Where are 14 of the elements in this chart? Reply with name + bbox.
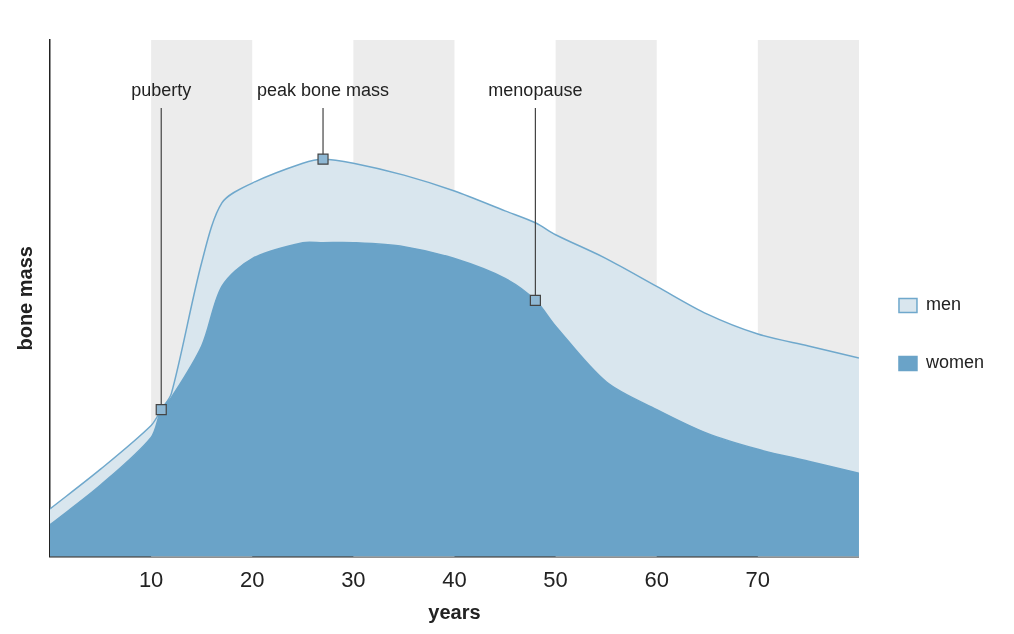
annotation: peak bone mass [256,79,390,100]
annotation: menopause [488,79,583,100]
annotation: puberty [131,79,192,100]
x-tick-label: 70 [745,566,771,592]
x-tick-label: 40 [442,566,467,592]
x-axis-title: years [428,600,481,623]
x-tick-label: 20 [240,566,265,592]
x-tick-label: 50 [543,566,568,592]
legend-label: men [925,294,961,315]
legend-label: women [924,352,985,373]
y-axis-title: bone mass [13,246,36,351]
x-tick-label: 30 [341,566,366,592]
x-tick-label: 60 [644,566,669,592]
x-tick-label: 10 [138,566,164,592]
